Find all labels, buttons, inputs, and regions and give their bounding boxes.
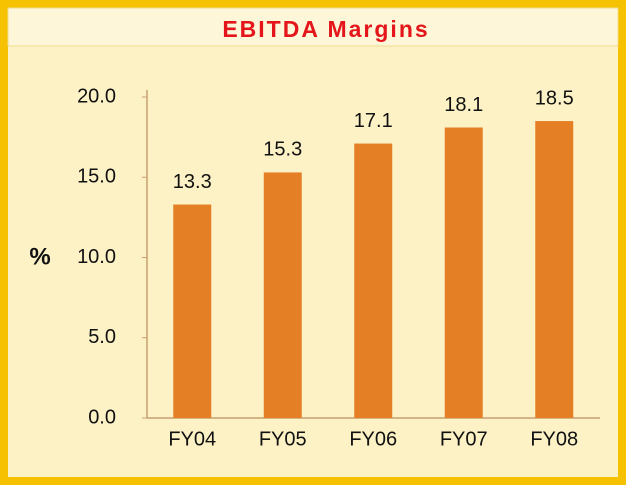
bar xyxy=(354,143,393,419)
bar xyxy=(263,172,302,418)
data-label: 17.1 xyxy=(354,110,393,132)
bar xyxy=(173,204,212,418)
y-tick-label: 10.0 xyxy=(77,246,116,268)
x-tick-label: FY04 xyxy=(168,428,216,450)
title-bar xyxy=(7,7,619,47)
y-tick-label: 20.0 xyxy=(77,85,116,107)
data-label: 15.3 xyxy=(263,139,302,161)
panel xyxy=(8,8,618,477)
x-tick-label: FY07 xyxy=(440,428,488,450)
bar xyxy=(535,121,574,418)
x-tick-label: FY06 xyxy=(349,428,397,450)
data-label: 13.3 xyxy=(173,171,212,193)
y-tick-label: 5.0 xyxy=(88,326,116,348)
chart-title: EBITDA Margins xyxy=(222,16,429,42)
data-label: 18.1 xyxy=(444,94,483,116)
y-axis-label: % xyxy=(29,243,50,270)
x-tick-label: FY08 xyxy=(530,428,578,450)
data-label: 18.5 xyxy=(535,87,574,109)
bar xyxy=(444,127,483,419)
x-tick-label: FY05 xyxy=(259,428,307,450)
y-tick-label: 0.0 xyxy=(88,406,116,428)
y-tick-label: 15.0 xyxy=(77,166,116,188)
